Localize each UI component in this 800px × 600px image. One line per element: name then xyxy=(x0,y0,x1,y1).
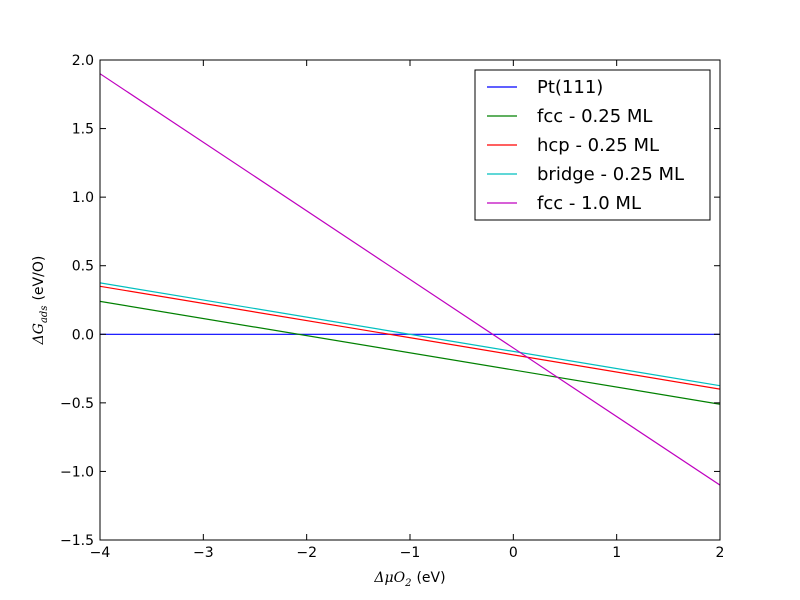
y-tick-label: 2.0 xyxy=(72,53,94,69)
series-line-fcc-0-25-ml xyxy=(100,300,720,405)
y-tick-label: 0.0 xyxy=(72,327,94,343)
x-tick-label: −2 xyxy=(296,545,317,561)
legend-label-hcp-0-25-ml: hcp - 0.25 ML xyxy=(537,135,659,156)
series-line-hcp-0-25-ml xyxy=(100,285,720,390)
y-tick-label: −1.5 xyxy=(60,533,94,549)
legend-label-bridge-0-25-ml: bridge - 0.25 ML xyxy=(537,164,684,185)
y-tick-label: −1.0 xyxy=(60,464,94,480)
x-axis-label: ΔμO2 (eV) xyxy=(373,570,445,589)
y-tick-label: 1.0 xyxy=(72,190,94,206)
x-tick-label: 1 xyxy=(612,545,621,561)
legend-label-pt-111: Pt(111) xyxy=(537,77,603,98)
legend-box xyxy=(474,69,711,221)
x-tick-label: 2 xyxy=(716,545,725,561)
plot-frame xyxy=(99,59,721,541)
legend-label-fcc-0-25-ml: fcc - 0.25 ML xyxy=(537,106,652,127)
x-tick-label: −1 xyxy=(400,545,421,561)
series-line-fcc-1-0-ml xyxy=(100,73,720,486)
x-tick-label: −4 xyxy=(90,545,111,561)
x-tick-label: −3 xyxy=(193,545,214,561)
x-tick-label: 0 xyxy=(509,545,518,561)
legend-label-fcc-1-0-ml: fcc - 1.0 ML xyxy=(537,193,641,214)
series-line-bridge-0-25-ml xyxy=(100,282,720,387)
y-tick-label: 0.5 xyxy=(72,259,94,275)
y-tick-label: 1.5 xyxy=(72,122,94,138)
y-axis-label: ΔGads(eV/O) xyxy=(31,256,50,346)
y-tick-label: −0.5 xyxy=(60,396,94,412)
